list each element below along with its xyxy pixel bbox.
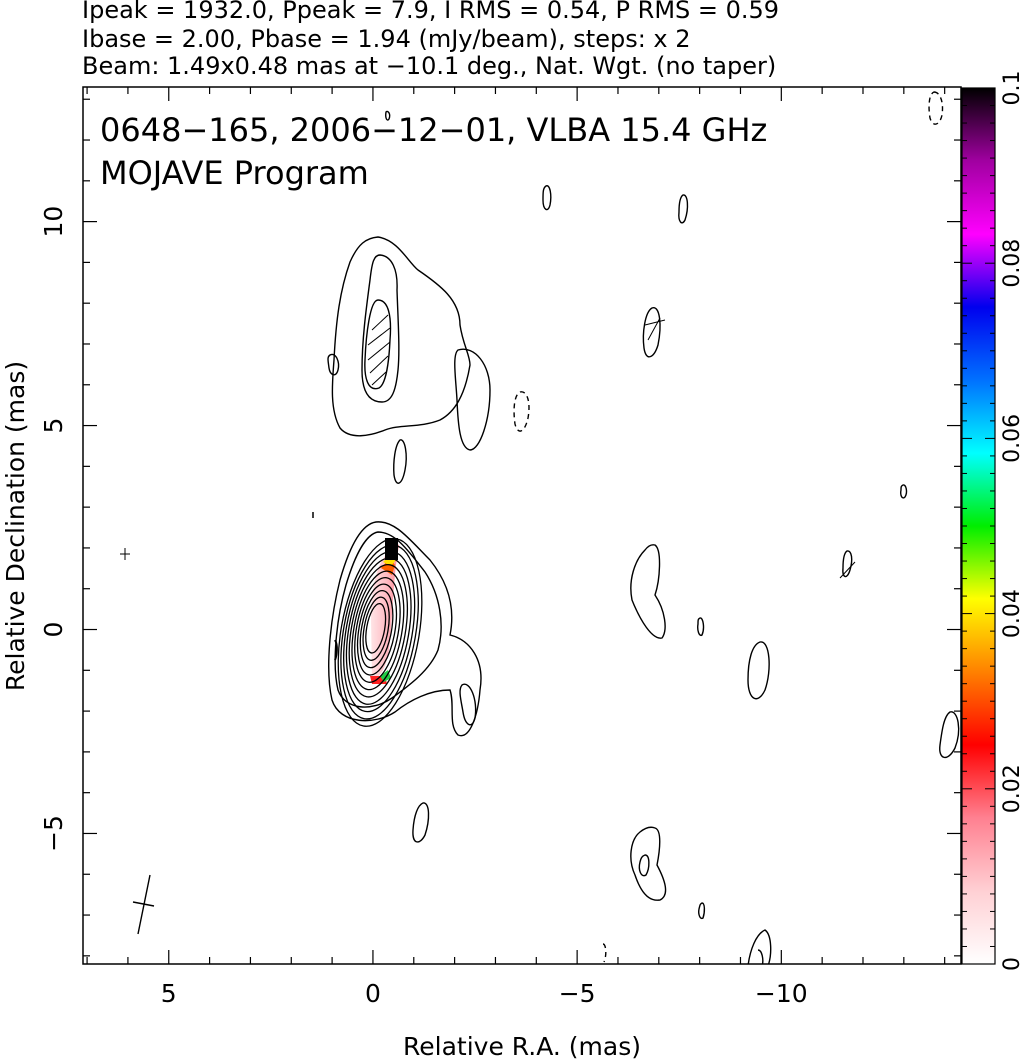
noise-contour-9: [939, 711, 960, 759]
noise-contour-8: [842, 550, 853, 578]
y-tick-label: −5: [39, 815, 68, 852]
y-tick-labels: 10 5 0 −5: [39, 206, 68, 852]
core-contour-level: [362, 596, 390, 661]
axis-ticks: [83, 87, 961, 964]
core-contour-level: [343, 551, 416, 713]
northern-knot-contour: [454, 348, 491, 451]
colorbar-tick-label: 0.06: [1000, 414, 1022, 463]
northern-contour-2: [361, 254, 400, 403]
noise-contour-7: [747, 641, 770, 700]
noise-contour-2: [678, 194, 689, 224]
northern-hatch: [367, 314, 391, 386]
core-contour-level: [340, 544, 419, 720]
noise-contour-12: [698, 902, 706, 920]
core-contour-level: [348, 564, 408, 698]
x-tick-label: −10: [755, 979, 808, 1008]
core-contour-level: [351, 570, 405, 691]
noise-contour-11-inner: [638, 854, 650, 877]
small-contour-c: [385, 110, 391, 121]
x-tick-label: 0: [365, 979, 381, 1008]
core-edge-mark: [334, 639, 338, 661]
colorbar-tick-label: 0.08: [1000, 239, 1022, 288]
core-contour-level: [356, 583, 398, 676]
core-contours: [337, 538, 423, 727]
y-tick-label: 10: [39, 206, 68, 238]
x-axis-label: Relative R.A. (mas): [403, 1032, 641, 1060]
colorbar-tick-label: 0.1: [1000, 71, 1022, 106]
cross-marker-a: [120, 548, 130, 560]
beam-symbol: [132, 874, 155, 935]
core-contour-level: [359, 589, 394, 669]
northern-outer-contour: [331, 236, 471, 437]
colorbar-tick-label: 0: [1000, 957, 1022, 971]
negative-contour-a: [513, 391, 530, 432]
y-axis-label: Relative Declination (mas): [1, 361, 30, 691]
header-line-beam: Beam: 1.49x0.48 mas at −10.1 deg., Nat. …: [82, 52, 777, 80]
northern-contour-3: [364, 299, 392, 390]
colorbar-tick-labels: 0 0.02 0.04 0.06 0.08 0.1: [1000, 71, 1022, 972]
plot-subtitle: MOJAVE Program: [100, 154, 369, 192]
noise-contour-3-hatch: [644, 317, 666, 341]
contour-map: [120, 91, 960, 964]
core-contour-level: [365, 602, 387, 654]
negative-contour-b: [928, 91, 944, 125]
negative-contour-c: [602, 943, 607, 963]
colorbar-ticks: [962, 87, 995, 965]
core-contour-level: [354, 576, 401, 683]
x-tick-labels: 5 0 −5 −10: [161, 979, 808, 1008]
header-line-base-levels: Ibase = 2.00, Pbase = 1.94 (mJy/beam), s…: [82, 25, 691, 53]
small-contour-a: [327, 353, 340, 376]
colorbar-fill: [962, 88, 995, 964]
small-contour-b: [393, 439, 407, 484]
noise-contour-11: [630, 826, 667, 901]
y-tick-label: 5: [39, 418, 68, 434]
plot-frame: [82, 86, 962, 965]
y-tick-label: 0: [39, 622, 68, 638]
noise-contour-10: [412, 802, 430, 843]
noise-contour-13: [747, 929, 772, 964]
jet-knot-contour: [459, 683, 477, 726]
x-tick-label: −5: [559, 979, 596, 1008]
noise-contour-13-inner: [757, 949, 764, 964]
noise-contour-1: [542, 185, 552, 211]
core-contour-2: [334, 531, 442, 708]
colorbar-tick-label: 0.04: [1000, 589, 1022, 638]
core-color-peak: [385, 538, 398, 560]
core-contour-level: [345, 557, 412, 705]
noise-contour-8-hatch: [839, 561, 856, 579]
noise-contour-4: [900, 484, 908, 499]
header-line-intensity: Ipeak = 1932.0, Ppeak = 7.9, I RMS = 0.5…: [82, 0, 780, 24]
x-tick-label: 5: [161, 979, 177, 1008]
noise-contour-6: [697, 617, 705, 637]
plot-title: 0648−165, 2006−12−01, VLBA 15.4 GHz: [100, 111, 767, 149]
core-outer-contour: [328, 521, 482, 737]
noise-contour-5: [630, 544, 666, 639]
colorbar-tick-label: 0.02: [1000, 764, 1022, 813]
